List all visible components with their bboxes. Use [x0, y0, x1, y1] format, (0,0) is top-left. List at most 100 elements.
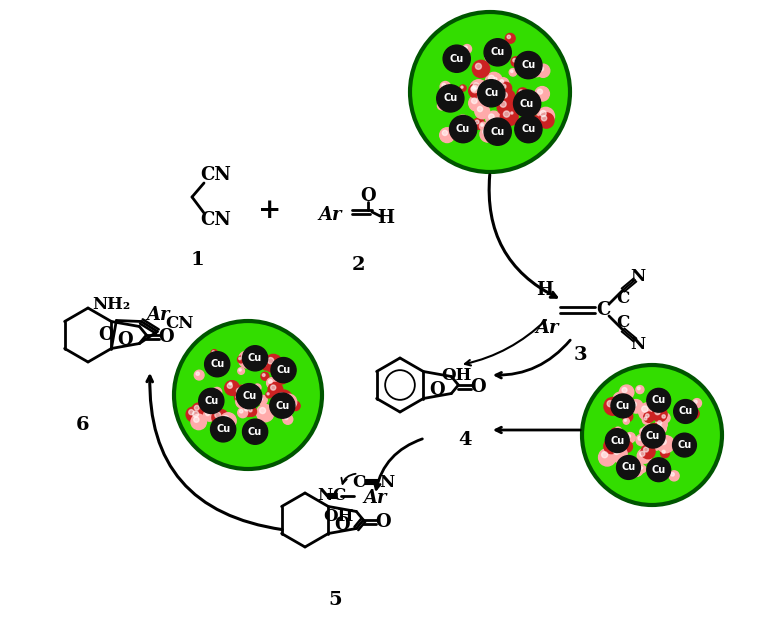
Circle shape: [622, 404, 624, 406]
Circle shape: [246, 390, 252, 395]
Circle shape: [244, 388, 251, 396]
Circle shape: [238, 398, 242, 402]
Circle shape: [265, 354, 282, 372]
Circle shape: [239, 385, 249, 395]
Circle shape: [645, 433, 649, 437]
Circle shape: [472, 61, 490, 77]
Circle shape: [621, 403, 627, 409]
Text: NH₂: NH₂: [92, 296, 131, 313]
Text: Cu: Cu: [646, 431, 661, 441]
Circle shape: [471, 98, 477, 104]
Circle shape: [442, 130, 448, 135]
Circle shape: [259, 397, 263, 401]
Circle shape: [267, 377, 278, 388]
Text: Cu: Cu: [621, 462, 636, 473]
Circle shape: [657, 435, 674, 453]
Circle shape: [468, 84, 482, 98]
Circle shape: [472, 87, 475, 90]
Circle shape: [532, 66, 537, 70]
Text: Ar: Ar: [535, 319, 559, 337]
Circle shape: [641, 430, 644, 432]
Text: O: O: [471, 378, 486, 396]
Circle shape: [517, 88, 528, 99]
Circle shape: [254, 384, 261, 391]
Text: Cu: Cu: [491, 127, 504, 137]
Circle shape: [527, 97, 530, 100]
Circle shape: [641, 424, 665, 448]
Circle shape: [478, 106, 483, 111]
Circle shape: [439, 103, 442, 106]
Circle shape: [615, 428, 618, 431]
Circle shape: [642, 415, 651, 424]
Circle shape: [196, 372, 199, 375]
Text: Ar: Ar: [364, 489, 387, 507]
Circle shape: [501, 108, 518, 126]
Text: Cu: Cu: [616, 401, 630, 411]
Circle shape: [228, 381, 235, 388]
Circle shape: [630, 464, 642, 477]
Circle shape: [473, 83, 479, 89]
Circle shape: [513, 59, 516, 62]
Circle shape: [519, 90, 523, 94]
Circle shape: [239, 369, 241, 371]
Circle shape: [514, 52, 542, 79]
Circle shape: [625, 433, 635, 442]
Circle shape: [471, 86, 476, 91]
Circle shape: [266, 392, 272, 398]
Circle shape: [614, 449, 619, 455]
Circle shape: [238, 408, 248, 418]
Circle shape: [481, 93, 487, 99]
Circle shape: [478, 82, 488, 91]
Circle shape: [691, 410, 694, 414]
Circle shape: [652, 440, 657, 444]
Text: C: C: [351, 473, 365, 491]
Circle shape: [174, 321, 322, 469]
Circle shape: [245, 390, 248, 392]
Circle shape: [624, 443, 628, 447]
Circle shape: [461, 86, 463, 88]
Circle shape: [474, 104, 490, 118]
Circle shape: [640, 451, 645, 457]
Circle shape: [456, 115, 470, 129]
Circle shape: [483, 129, 488, 135]
Text: 5: 5: [328, 591, 341, 609]
Circle shape: [228, 383, 232, 388]
Circle shape: [478, 80, 505, 107]
Circle shape: [598, 449, 616, 466]
Circle shape: [636, 386, 644, 393]
Circle shape: [281, 364, 285, 366]
Circle shape: [638, 403, 657, 421]
Circle shape: [484, 39, 511, 66]
Circle shape: [611, 394, 634, 418]
Circle shape: [440, 82, 451, 92]
Circle shape: [442, 83, 445, 87]
Circle shape: [644, 412, 654, 422]
Circle shape: [260, 408, 265, 413]
Circle shape: [631, 466, 636, 471]
Circle shape: [283, 414, 293, 424]
Circle shape: [483, 88, 496, 101]
Circle shape: [692, 399, 701, 408]
Circle shape: [621, 441, 632, 452]
Text: Cu: Cu: [450, 53, 464, 64]
Circle shape: [485, 82, 496, 93]
Circle shape: [498, 78, 509, 89]
Circle shape: [255, 385, 258, 388]
Circle shape: [215, 412, 221, 418]
Circle shape: [229, 382, 231, 385]
Circle shape: [504, 111, 510, 117]
Circle shape: [511, 112, 513, 114]
Circle shape: [671, 473, 674, 476]
Circle shape: [471, 86, 478, 93]
Circle shape: [247, 424, 250, 428]
Circle shape: [631, 463, 636, 469]
Circle shape: [247, 407, 257, 416]
Circle shape: [662, 415, 665, 418]
Circle shape: [611, 446, 628, 462]
Circle shape: [451, 62, 457, 68]
Circle shape: [271, 385, 276, 390]
Circle shape: [268, 383, 283, 397]
Circle shape: [270, 393, 295, 418]
Circle shape: [640, 428, 647, 436]
Circle shape: [475, 63, 481, 70]
